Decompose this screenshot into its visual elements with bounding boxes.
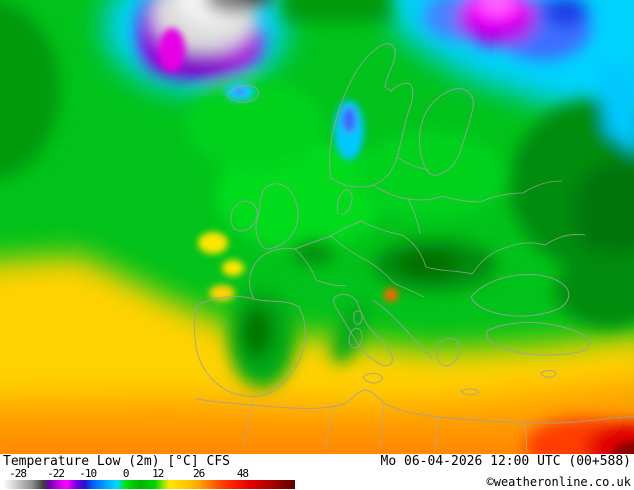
legend-tick: -10 bbox=[79, 467, 97, 480]
temperature-map bbox=[0, 0, 634, 454]
legend-tick: 0 bbox=[122, 467, 130, 480]
legend-title: Temperature Low (2m) [°C] CFS bbox=[3, 454, 230, 469]
legend-tick: 48 bbox=[236, 467, 249, 480]
legend-tick: 12 bbox=[152, 467, 164, 480]
legend-tick: 26 bbox=[193, 467, 205, 480]
timestamp: Mo 06-04-2026 12:00 UTC (00+588) bbox=[380, 454, 631, 469]
map-canvas bbox=[0, 0, 634, 454]
country-borders bbox=[242, 180, 586, 453]
legend-colorbar bbox=[3, 480, 295, 489]
coastlines bbox=[194, 43, 634, 424]
legend-ticks: -28 -22 -10 0 12 26 48 bbox=[3, 467, 295, 480]
legend-tick: -28 bbox=[9, 467, 27, 480]
temperature-field bbox=[0, 0, 634, 454]
legend-tick: -22 bbox=[47, 467, 65, 480]
copyright: ©weatheronline.co.uk bbox=[486, 475, 632, 489]
map-footer: Temperature Low (2m) [°C] CFS Mo 06-04-2… bbox=[0, 454, 634, 490]
legend: -28 -22 -10 0 12 26 48 bbox=[3, 467, 295, 489]
